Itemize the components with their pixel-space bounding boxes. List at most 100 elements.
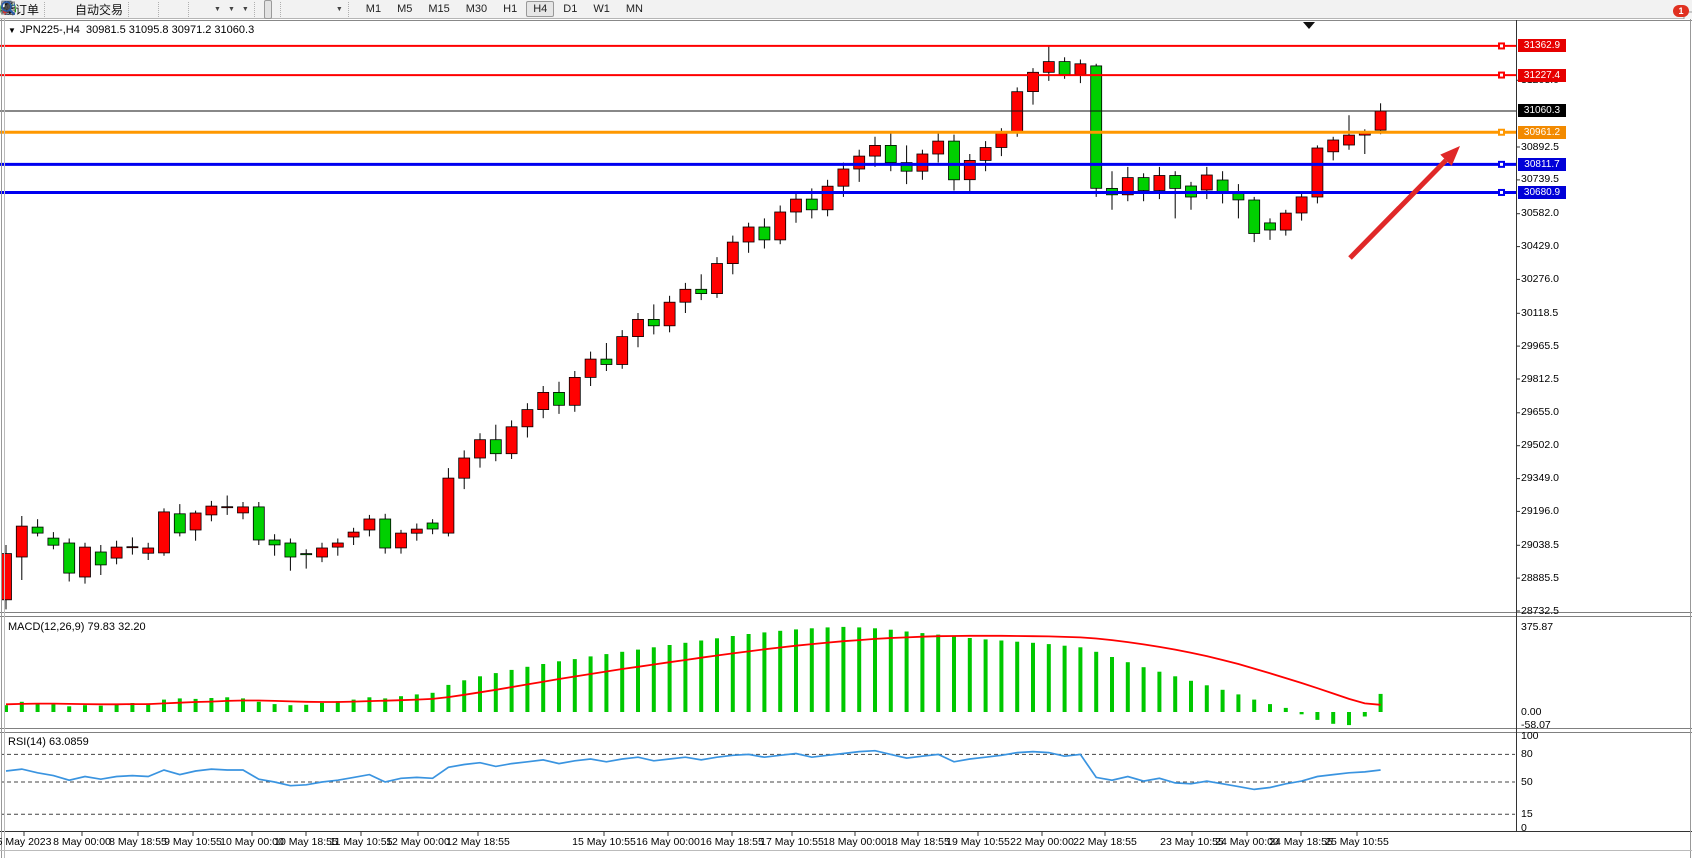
time-axis-label: 18 May 18:55 [886,836,950,848]
candles [1,45,1387,610]
time-axis-label: 24 May 00:00 [1215,836,1279,848]
time-axis-label: 5 May 2023 [0,836,52,848]
price-tick-label: 30582.0 [1521,207,1559,220]
price-tick-label: 29349.0 [1521,472,1559,485]
rsi-axis-label: 0 [1521,822,1527,834]
macd-axis-label: 375.87 [1521,620,1554,633]
text-icon: A [4,1,12,15]
price-tick-label: 29812.5 [1521,372,1559,385]
annotation-arrow[interactable] [1348,158,1448,260]
templates-button[interactable]: ▼ [1,1,252,18]
time-axis-label: 8 May 18:55 [109,836,167,848]
time-axis-label: 25 May 10:55 [1325,836,1389,848]
time-axis-label: 9 May 10:55 [164,836,222,848]
timeframe-d1-button[interactable]: D1 [563,3,578,15]
arrows-tool-button[interactable]: ▼ [3,1,346,18]
autotrading-label: 自动交易 [75,2,124,17]
tile-windows-button[interactable] [1,1,186,18]
price-tick-label: 29965.5 [1521,339,1559,352]
toolbar-separator [253,1,262,17]
price-level-badge: 31362.9 [1518,39,1566,53]
price-level-badge: 30680.9 [1518,185,1566,199]
timeframe-mn-button[interactable]: MN [625,3,643,15]
price-level-badge: 30811.7 [1518,157,1566,171]
chevron-down-icon: ▼ [227,5,235,13]
chevron-down-icon: ▼ [241,5,249,13]
symbol-period-label: JPN225-,H4 [19,24,80,36]
price-tick-label: 28732.5 [1521,604,1559,617]
periods-button[interactable]: ▼ [1,1,238,18]
new-chart-button[interactable]: ▼ [1,1,224,18]
price-level-badge: 30961.2 [1518,125,1566,139]
timeframe-m5-button[interactable]: M5 [397,3,413,15]
price-level-badge: 31060.3 [1518,104,1566,118]
chart-window: ▼ JPN225-,H4 30981.5 31095.8 30971.2 3106… [0,19,1692,858]
toolbar-separator [158,1,166,17]
time-axis-label: 15 May 10:55 [572,836,636,848]
macd-pane [4,626,1383,726]
rsi-pane [1,749,1515,815]
timeframe-m15-button[interactable]: M15 [428,3,450,15]
notification-count-badge: 1 [1673,5,1689,17]
rsi-axis-label: 100 [1521,730,1539,742]
time-axis-label: 11 May 10:55 [329,836,393,848]
price-tick-label: 29196.0 [1521,504,1559,517]
crosshair-tool-button[interactable] [1,1,278,18]
search-icon[interactable] [0,0,16,16]
timeframe-m1-button[interactable]: M1 [365,3,382,15]
chevron-down-icon: ▼ [335,5,343,13]
price-tick-label: 30739.5 [1521,173,1559,186]
toolbar-separator [188,1,196,17]
chart-title: ▼ JPN225-,H4 30981.5 31095.8 30971.2 3106… [8,24,254,36]
rsi-pane-title: RSI(14) 63.0859 [8,736,89,748]
rsi-axis-label: 80 [1521,748,1533,761]
chart-canvas[interactable] [0,19,1692,858]
svg-text:T: T [5,4,11,15]
time-axis-label: 24 May 18:55 [1269,836,1333,848]
time-axis-label: 8 May 00:00 [53,836,111,848]
ohlc-values-label: 30981.5 31095.8 30971.2 31060.3 [85,24,255,36]
price-tick-label: 29655.0 [1521,406,1559,419]
price-level-badge: 31227.4 [1518,68,1566,82]
macd-axis-label: -58.07 [1521,719,1551,732]
toolbar-separator [44,1,52,17]
time-axis-label: 16 May 18:55 [700,836,764,848]
time-axis-label: 23 May 10:55 [1160,836,1224,848]
price-tick-label: 30892.5 [1521,140,1559,153]
chart-shift-marker[interactable] [1303,22,1315,29]
toolbar-separator [279,1,288,17]
cursor-tool-button[interactable] [4,0,272,19]
toolbar-separator [347,1,356,17]
time-axis-label: 10 May 00:00 [220,836,284,848]
price-tick-label: 29038.5 [1521,538,1559,551]
time-axis-label: 18 May 00:00 [823,836,887,848]
time-axis-label: 19 May 10:55 [946,836,1010,848]
rsi-axis-label: 50 [1521,776,1533,788]
time-axis-label: 10 May 18:55 [274,836,338,848]
time-axis-label: 12 May 00:00 [386,836,450,848]
price-tick-label: 30429.0 [1521,240,1559,253]
toolbar-separator [128,1,136,17]
timeframe-h4-button[interactable]: H4 [526,1,555,17]
price-tick-label: 28885.5 [1521,571,1559,584]
timeframe-m30-button[interactable]: M30 [465,3,488,15]
timeframe-h1-button[interactable]: H1 [503,3,518,15]
line-chart-button[interactable] [0,1,156,18]
macd-axis-label: 0.00 [1521,706,1542,718]
time-axis-label: 22 May 00:00 [1010,836,1074,848]
collapse-triangle-icon[interactable]: ▼ [8,26,16,35]
time-axis-label: 22 May 18:55 [1073,836,1137,848]
time-axis-label: 16 May 00:00 [636,836,700,848]
macd-pane-title: MACD(12,26,9) 79.83 32.20 [8,621,146,633]
time-axis-label: 12 May 18:55 [446,836,510,848]
autotrading-button[interactable]: 自动交易 [2,1,126,18]
svg-text:A: A [4,1,12,15]
chevron-down-icon: ▼ [214,5,221,13]
text-tool-button[interactable]: A [4,1,326,18]
price-tick-label: 29502.0 [1521,439,1559,452]
price-tick-label: 30276.0 [1521,272,1559,285]
time-axis-label: 17 May 10:55 [760,836,824,848]
timeframe-w1-button[interactable]: W1 [593,3,610,15]
rsi-axis-label: 15 [1521,808,1533,821]
